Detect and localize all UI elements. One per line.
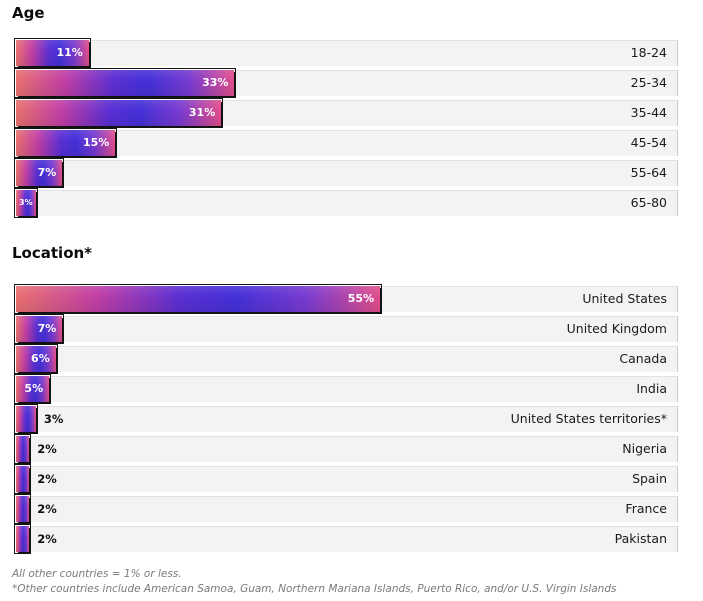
- category-label: 45-54: [630, 135, 667, 150]
- bar-row: 2% France: [13, 494, 678, 524]
- bar-track: [16, 466, 678, 492]
- bar-track: [16, 526, 678, 552]
- category-label: 65-80: [630, 195, 667, 210]
- bar-value-label: 2%: [37, 532, 57, 546]
- bar-track: [16, 346, 678, 372]
- bar: [13, 98, 224, 128]
- bar-track: [16, 406, 678, 432]
- category-label: 25-34: [630, 75, 667, 90]
- bar: [13, 128, 118, 158]
- bar-track: [16, 376, 678, 402]
- bar-value-label: 33%: [202, 76, 229, 89]
- bar-value-label: 31%: [188, 106, 216, 119]
- bar-value-label: 11%: [56, 46, 83, 59]
- category-label: 35-44: [630, 105, 667, 120]
- bar-row: 55% United States: [13, 284, 678, 314]
- category-label: Spain: [632, 471, 667, 486]
- bar-value-label: 3%: [19, 198, 33, 207]
- bar: [13, 68, 237, 98]
- bar-value-label: 2%: [37, 442, 57, 456]
- bar-value-label: 15%: [82, 136, 110, 149]
- category-label: Canada: [619, 351, 667, 366]
- bar-row: 5% India: [13, 374, 678, 404]
- bar: [14, 404, 38, 434]
- category-label: United States territories*: [510, 411, 667, 426]
- footnote-other-countries: All other countries = 1% or less.: [12, 568, 182, 580]
- bar-value-label: 2%: [37, 472, 57, 486]
- category-label: 18-24: [630, 45, 667, 60]
- bar-row: 11% 18-24: [14, 38, 678, 68]
- bar: [13, 374, 52, 404]
- bar: [13, 494, 32, 524]
- location-section-title: Location*: [12, 244, 93, 262]
- bar-value-label: 6%: [31, 352, 50, 365]
- bar-value-label: 3%: [43, 412, 64, 426]
- bar: [13, 524, 32, 554]
- bar-row: 2% Spain: [13, 464, 678, 494]
- category-label: Pakistan: [614, 531, 667, 546]
- bar-row: 3% United States territories*: [14, 404, 678, 434]
- category-label: United Kingdom: [566, 321, 667, 336]
- bar-row: 15% 45-54: [13, 128, 678, 158]
- bar-track: [16, 316, 678, 342]
- bar-row: 2% Nigeria: [13, 434, 678, 464]
- bar-row: 3% 65-80: [14, 188, 678, 218]
- bar-value-label: 7%: [37, 166, 57, 179]
- category-label: United States: [582, 291, 667, 306]
- bar-track: [16, 40, 678, 66]
- bar-track: [16, 436, 678, 462]
- bar: [13, 158, 65, 188]
- bar-value-label: 2%: [37, 502, 57, 516]
- bar-track: [16, 496, 678, 522]
- footnote-territories: *Other countries include American Samoa,…: [12, 583, 617, 595]
- bar: [14, 344, 58, 374]
- bar-track: [16, 130, 678, 156]
- bar: [13, 314, 65, 344]
- bar-value-label: 5%: [24, 382, 44, 395]
- category-label: Nigeria: [622, 441, 667, 456]
- bar-row: 2% Pakistan: [13, 524, 678, 554]
- category-label: India: [636, 381, 667, 396]
- bar: [14, 38, 91, 68]
- age-section-title: Age: [12, 4, 45, 22]
- bar: [14, 188, 38, 218]
- category-label: 55-64: [630, 165, 667, 180]
- bar-track: [16, 160, 678, 186]
- bar: [13, 464, 32, 494]
- bar-row: 7% United Kingdom: [13, 314, 678, 344]
- bar-row: 6% Canada: [14, 344, 678, 374]
- bar: [13, 434, 32, 464]
- bar-row: 33% 25-34: [13, 68, 678, 98]
- bar-row: 7% 55-64: [13, 158, 678, 188]
- bar-value-label: 7%: [37, 322, 57, 335]
- bar-track: [16, 190, 678, 216]
- bar-row: 31% 35-44: [13, 98, 678, 128]
- bar: [13, 284, 383, 314]
- bar-value-label: 55%: [347, 292, 375, 305]
- category-label: France: [625, 501, 667, 516]
